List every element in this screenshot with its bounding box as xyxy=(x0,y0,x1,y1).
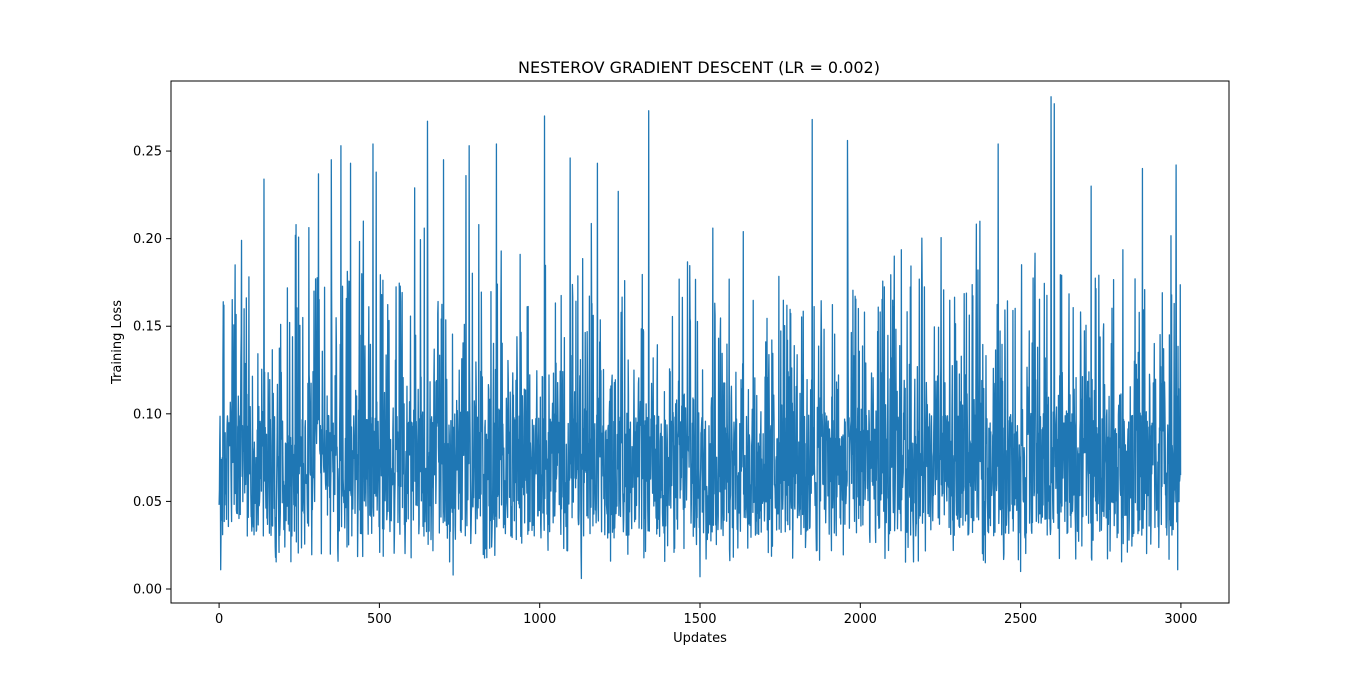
y-tick-label: 0.15 xyxy=(133,320,162,335)
y-tick-label: 0.10 xyxy=(133,407,162,422)
x-tick-label: 2500 xyxy=(1004,612,1037,627)
y-tick-label: 0.20 xyxy=(133,232,162,247)
x-tick-label: 1500 xyxy=(683,612,716,627)
series-line-training-loss xyxy=(218,96,1182,580)
x-tick-label: 1000 xyxy=(523,612,556,627)
x-axis-label: Updates xyxy=(673,631,727,646)
y-tick-label: 0.25 xyxy=(133,145,162,160)
y-axis: 0.00 0.05 0.10 0.15 0.20 0.25 xyxy=(133,145,171,597)
y-tick-label: 0.00 xyxy=(133,582,162,597)
x-tick-label: 2000 xyxy=(844,612,877,627)
x-tick-label: 500 xyxy=(367,612,392,627)
y-tick-label: 0.05 xyxy=(133,495,162,510)
x-axis: 0 500 1000 1500 2000 2500 3000 xyxy=(215,603,1197,627)
y-axis-label: Training Loss xyxy=(110,300,125,385)
x-tick-label: 0 xyxy=(215,612,223,627)
x-tick-label: 3000 xyxy=(1164,612,1197,627)
chart-title: NESTEROV GRADIENT DESCENT (LR = 0.002) xyxy=(518,58,880,77)
plot-area xyxy=(218,96,1182,580)
